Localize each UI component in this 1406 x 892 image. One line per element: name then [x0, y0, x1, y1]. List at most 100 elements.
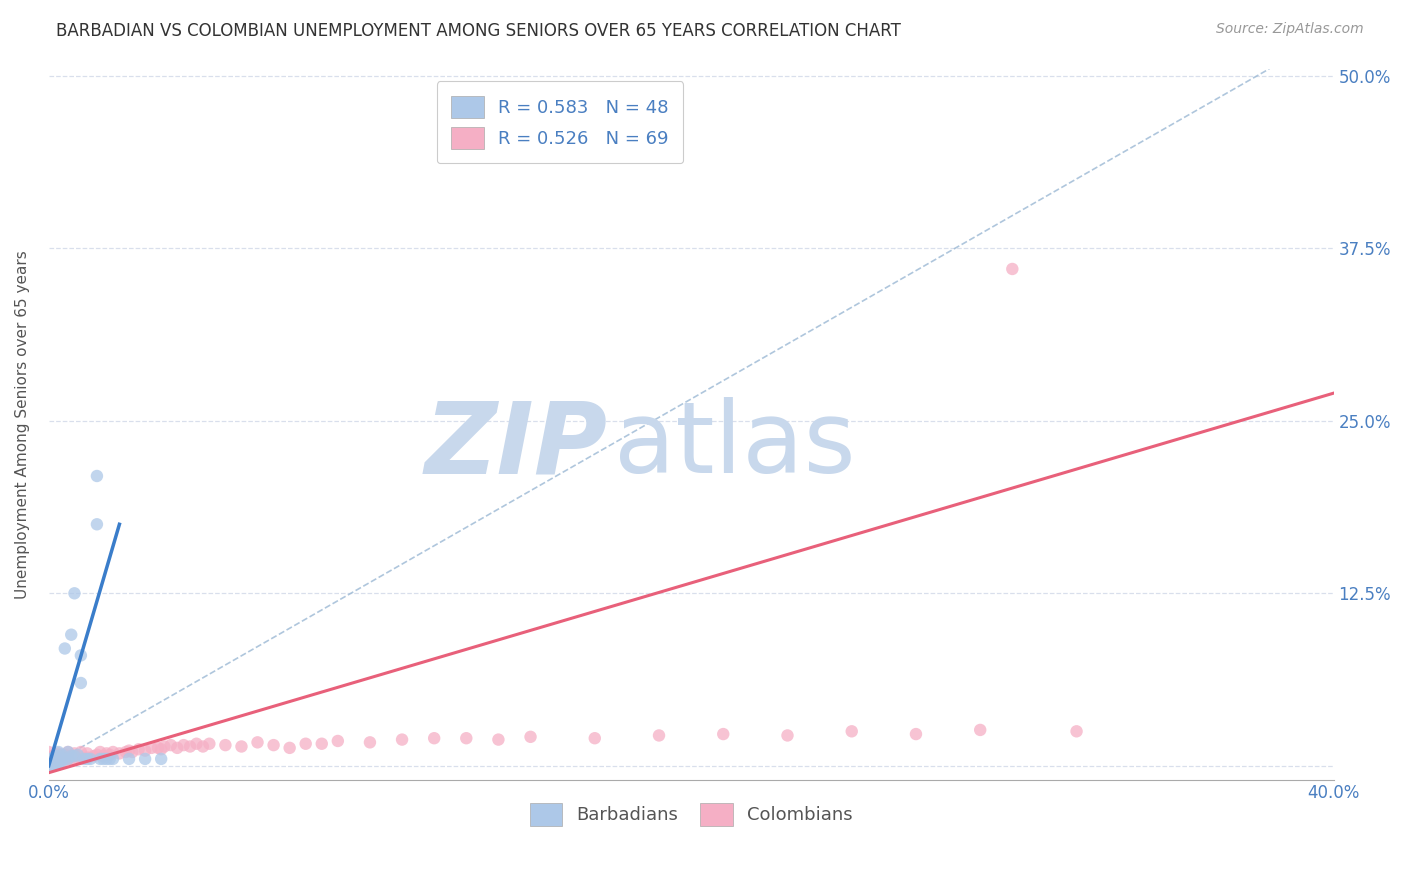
Point: [60, 749, 83, 764]
Point: [583, 731, 606, 746]
Point: [263, 738, 285, 752]
Point: [41, 756, 63, 770]
Point: [63, 749, 86, 764]
Point: [246, 735, 269, 749]
Point: [79, 752, 101, 766]
Point: [711, 727, 734, 741]
Point: [63, 586, 86, 600]
Point: [118, 744, 141, 758]
Point: [48, 747, 70, 761]
Point: [41, 755, 63, 769]
Point: [294, 737, 316, 751]
Point: [76, 747, 98, 761]
Point: [76, 752, 98, 766]
Point: [108, 747, 131, 761]
Point: [70, 752, 93, 766]
Text: ZIP: ZIP: [425, 397, 607, 494]
Point: [93, 749, 115, 764]
Point: [38, 759, 60, 773]
Point: [38, 755, 60, 769]
Point: [38, 755, 60, 769]
Point: [70, 648, 93, 663]
Point: [904, 727, 927, 741]
Point: [486, 732, 509, 747]
Point: [391, 732, 413, 747]
Point: [56, 745, 79, 759]
Point: [76, 750, 98, 764]
Point: [86, 469, 108, 483]
Point: [51, 755, 73, 769]
Point: [96, 747, 118, 761]
Point: [89, 752, 111, 766]
Point: [41, 757, 63, 772]
Point: [98, 747, 121, 762]
Point: [121, 745, 143, 759]
Point: [44, 752, 66, 766]
Point: [134, 752, 156, 766]
Point: [38, 757, 60, 772]
Point: [51, 747, 73, 762]
Point: [66, 749, 89, 764]
Legend: Barbadians, Colombians: Barbadians, Colombians: [520, 795, 862, 835]
Point: [86, 517, 108, 532]
Point: [53, 753, 76, 767]
Point: [214, 738, 236, 752]
Point: [83, 749, 105, 764]
Point: [1066, 724, 1088, 739]
Point: [519, 730, 541, 744]
Point: [231, 739, 253, 754]
Point: [48, 749, 70, 764]
Point: [70, 676, 93, 690]
Point: [53, 641, 76, 656]
Point: [53, 752, 76, 766]
Point: [166, 740, 188, 755]
Point: [38, 756, 60, 770]
Point: [44, 753, 66, 767]
Point: [38, 757, 60, 772]
Point: [96, 752, 118, 766]
Point: [44, 749, 66, 764]
Point: [56, 752, 79, 766]
Point: [150, 752, 173, 766]
Point: [776, 728, 799, 742]
Point: [179, 739, 201, 754]
Text: Source: ZipAtlas.com: Source: ZipAtlas.com: [1216, 22, 1364, 37]
Point: [648, 728, 671, 742]
Point: [38, 753, 60, 767]
Point: [186, 737, 208, 751]
Point: [38, 750, 60, 764]
Point: [48, 755, 70, 769]
Point: [86, 747, 108, 762]
Point: [93, 752, 115, 766]
Point: [63, 747, 86, 761]
Point: [38, 745, 60, 759]
Point: [51, 752, 73, 766]
Point: [159, 738, 181, 752]
Text: BARBADIAN VS COLOMBIAN UNEMPLOYMENT AMONG SENIORS OVER 65 YEARS CORRELATION CHAR: BARBADIAN VS COLOMBIAN UNEMPLOYMENT AMON…: [56, 22, 901, 40]
Point: [41, 749, 63, 764]
Point: [118, 752, 141, 766]
Point: [44, 756, 66, 770]
Point: [101, 745, 124, 759]
Point: [48, 752, 70, 766]
Point: [51, 750, 73, 764]
Point: [73, 752, 96, 766]
Point: [70, 745, 93, 759]
Point: [38, 752, 60, 766]
Point: [128, 742, 150, 756]
Point: [53, 747, 76, 762]
Point: [60, 628, 83, 642]
Point: [56, 745, 79, 759]
Point: [841, 724, 863, 739]
Point: [48, 757, 70, 772]
Point: [89, 745, 111, 759]
Text: atlas: atlas: [614, 397, 856, 494]
Point: [456, 731, 478, 746]
Point: [141, 740, 163, 755]
Point: [44, 747, 66, 762]
Point: [191, 739, 214, 754]
Y-axis label: Unemployment Among Seniors over 65 years: Unemployment Among Seniors over 65 years: [15, 250, 30, 599]
Point: [1001, 262, 1024, 277]
Point: [278, 740, 301, 755]
Point: [153, 739, 176, 754]
